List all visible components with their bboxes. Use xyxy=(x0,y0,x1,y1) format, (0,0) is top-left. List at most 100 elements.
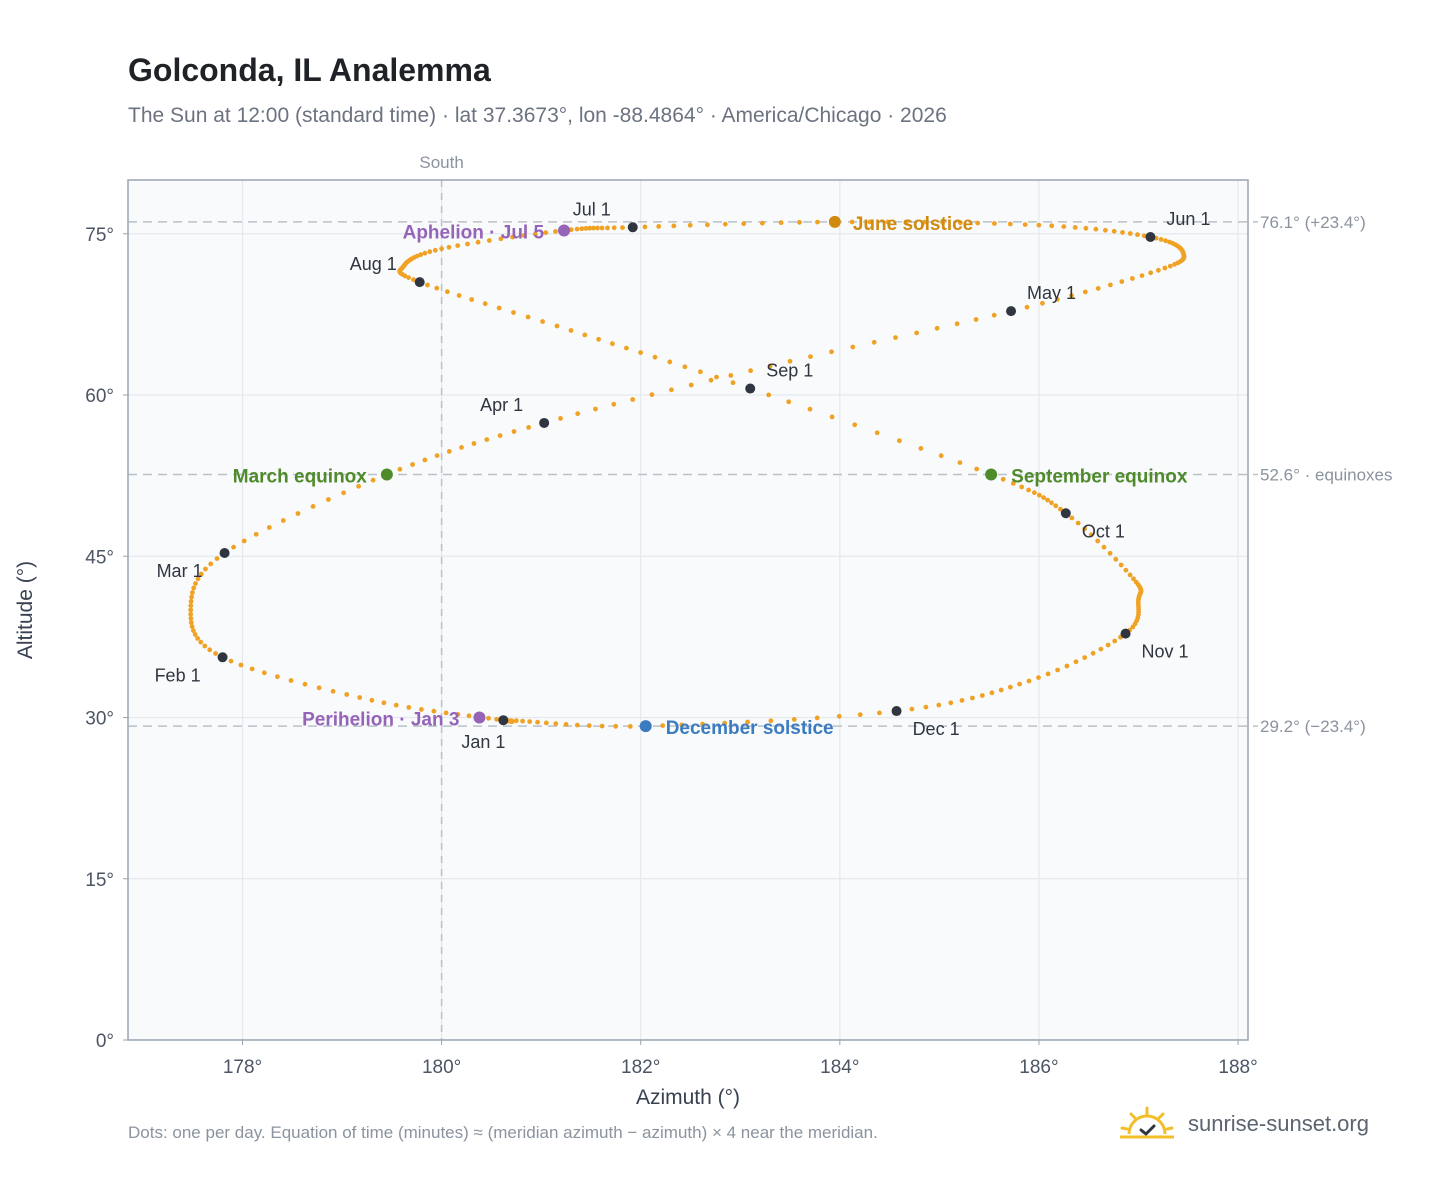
day-dot xyxy=(1022,222,1028,228)
day-dot xyxy=(698,369,703,375)
day-dot xyxy=(786,399,792,405)
day-dot xyxy=(1107,550,1113,556)
x-tick-label: 188° xyxy=(1218,1057,1257,1078)
event-label: Aphelion · Jul 5 xyxy=(403,223,545,244)
day-dot xyxy=(1111,228,1117,234)
day-dot xyxy=(918,446,924,451)
day-dot xyxy=(275,674,280,680)
day-dot xyxy=(1103,227,1108,233)
day-dot xyxy=(1130,624,1136,630)
day-dot xyxy=(446,244,452,250)
event-label: Perihelion · Jan 3 xyxy=(302,710,459,731)
day-dot xyxy=(1053,503,1059,509)
day-dot xyxy=(1139,273,1145,278)
day-dot xyxy=(213,651,219,656)
day-dot xyxy=(620,225,625,231)
day-dot xyxy=(1010,481,1016,486)
brand[interactable]: sunrise-sunset.org xyxy=(1120,1102,1369,1146)
y-tick-label: 75° xyxy=(85,225,114,246)
day-dot xyxy=(1095,286,1101,291)
month-marker xyxy=(498,715,509,726)
day-dot xyxy=(807,406,813,412)
day-dot xyxy=(595,225,600,231)
day-dot xyxy=(768,718,774,724)
day-dot xyxy=(1163,238,1168,244)
month-marker xyxy=(539,417,550,428)
day-dot xyxy=(575,411,581,417)
daily-dots xyxy=(188,219,1187,729)
day-dot xyxy=(1119,279,1125,284)
day-dot xyxy=(1055,667,1060,673)
day-dot xyxy=(591,225,596,231)
day-dot xyxy=(513,718,519,724)
day-dot xyxy=(195,576,201,582)
day-dot xyxy=(714,374,719,380)
month-marker-label: Jul 1 xyxy=(573,199,611,219)
day-dot xyxy=(897,438,902,444)
day-dot xyxy=(669,387,674,393)
day-dot xyxy=(202,643,208,649)
day-dot xyxy=(722,221,728,227)
month-marker xyxy=(1006,306,1017,317)
day-dot xyxy=(484,437,490,442)
day-dot xyxy=(1118,562,1124,568)
day-dot xyxy=(611,225,617,231)
day-dot xyxy=(553,229,558,234)
x-tick-label: 180° xyxy=(422,1057,461,1078)
day-dot xyxy=(288,678,294,683)
day-dot xyxy=(649,392,655,398)
day-dot xyxy=(465,241,470,247)
day-dot xyxy=(527,719,533,724)
day-dot xyxy=(393,702,399,708)
day-dot xyxy=(422,457,428,463)
day-dot xyxy=(482,301,488,307)
day-dot xyxy=(543,720,549,726)
day-dot xyxy=(1075,520,1081,526)
day-dot xyxy=(1090,650,1096,656)
day-dot xyxy=(1019,484,1025,490)
day-dot xyxy=(344,692,350,697)
day-dot xyxy=(1127,231,1133,236)
day-dot xyxy=(671,223,677,229)
event-label: December solstice xyxy=(666,718,834,739)
day-dot xyxy=(874,430,880,436)
day-dot xyxy=(432,247,438,253)
day-dot xyxy=(568,328,574,333)
day-dot xyxy=(1082,289,1088,295)
month-marker-label: Aug 1 xyxy=(350,254,397,274)
day-dot xyxy=(954,321,960,327)
day-dot xyxy=(1108,282,1113,288)
day-dot xyxy=(1120,230,1125,235)
day-dot xyxy=(455,712,461,717)
month-marker-label: Feb 1 xyxy=(155,665,201,685)
day-dot xyxy=(1148,270,1154,276)
month-marker-label: Nov 1 xyxy=(1142,642,1189,662)
day-dot xyxy=(582,332,588,338)
day-dot xyxy=(1098,646,1104,652)
day-dot xyxy=(1049,223,1055,229)
day-dot xyxy=(922,219,927,225)
x-tick-label: 184° xyxy=(820,1057,859,1078)
day-dot xyxy=(280,518,286,523)
day-dot xyxy=(808,354,813,359)
day-dot xyxy=(599,225,605,231)
x-axis-label: Azimuth (°) xyxy=(636,1086,740,1109)
day-dot xyxy=(471,441,477,446)
day-dot xyxy=(1167,239,1172,245)
day-dot xyxy=(938,453,944,459)
day-dot xyxy=(214,556,220,561)
event-marker xyxy=(985,468,998,481)
day-dot xyxy=(1083,225,1089,231)
day-dot xyxy=(249,666,255,672)
day-dot xyxy=(923,704,929,710)
month-marker-label: Oct 1 xyxy=(1082,521,1125,541)
day-dot xyxy=(510,234,515,240)
day-dot xyxy=(190,590,195,595)
day-dot xyxy=(638,350,643,355)
chart-title: Golconda, IL Analemma xyxy=(128,52,491,88)
day-dot xyxy=(543,230,549,236)
day-dot xyxy=(189,624,195,629)
day-dot xyxy=(583,226,589,231)
day-dot xyxy=(370,477,376,483)
day-dot xyxy=(207,647,213,653)
